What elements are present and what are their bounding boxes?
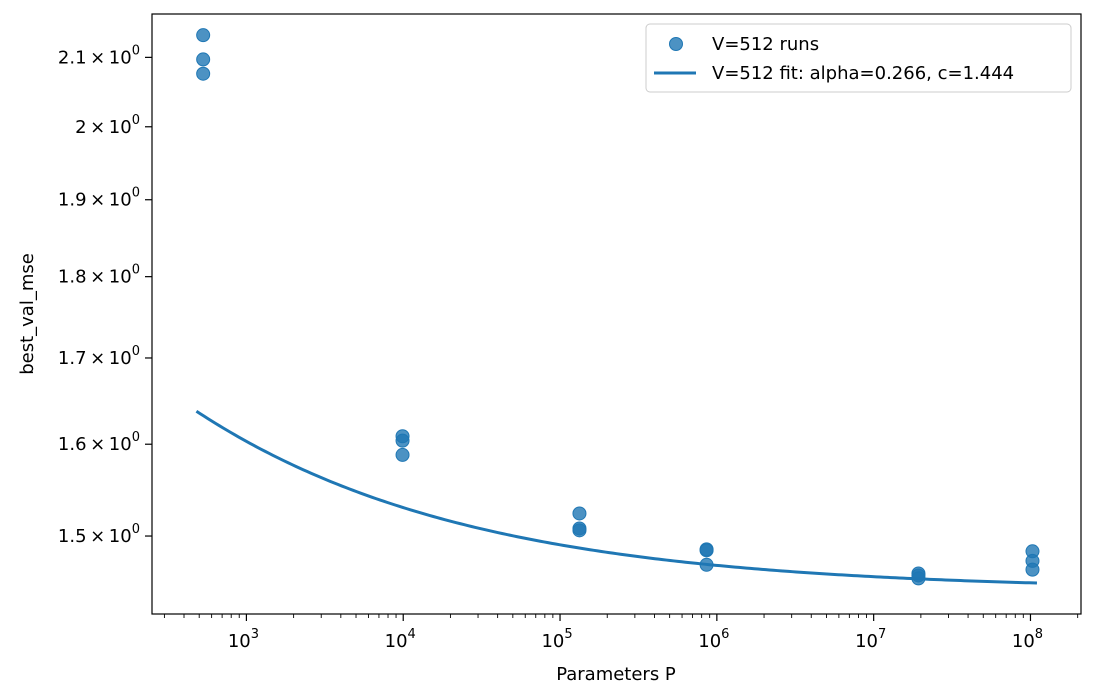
fit-line xyxy=(195,409,1038,585)
scatter-point xyxy=(572,523,587,538)
y-tick-label: 1.7 × 100 xyxy=(58,344,140,369)
scatter-point xyxy=(196,52,211,67)
scatter-point xyxy=(699,543,714,558)
x-axis-label: Parameters P xyxy=(556,664,676,685)
y-tick-label: 2 × 100 xyxy=(75,113,140,138)
scatter-point xyxy=(572,506,587,521)
plot-frame xyxy=(151,13,1082,615)
legend: V=512 runs V=512 fit: alpha=0.266, c=1.4… xyxy=(645,23,1072,93)
y-axis-label: best_val_mse xyxy=(17,253,38,375)
y-axis-ticks: 2.1 × 100 2 × 100 1.9 × 100 1.8 × 100 1.7 × … xyxy=(58,43,152,547)
x-tick-label: 107 xyxy=(855,627,886,652)
scatter-point xyxy=(395,433,410,448)
x-tick-label: 104 xyxy=(385,627,416,652)
x-axis-ticks: 103 104 105 106 107 108 xyxy=(163,614,1079,652)
y-tick-label: 1.8 × 100 xyxy=(58,263,140,288)
legend-box xyxy=(645,23,1072,93)
plot-background xyxy=(152,14,1081,614)
legend-marker-runs xyxy=(669,37,683,51)
y-tick-label: 2.1 × 100 xyxy=(58,43,140,68)
scatter-point xyxy=(196,66,211,81)
x-tick-label: 108 xyxy=(1012,627,1043,652)
y-tick-label: 1.9 × 100 xyxy=(58,186,140,211)
scatter-points-layer xyxy=(196,28,1040,586)
y-tick-label: 1.6 × 100 xyxy=(58,430,140,455)
scatter-point xyxy=(395,447,410,462)
fit-line-layer xyxy=(195,409,1038,585)
x-tick-label: 105 xyxy=(541,627,572,652)
legend-label-fit: V=512 fit: alpha=0.266, c=1.444 xyxy=(712,63,1014,84)
scatter-point xyxy=(911,571,926,586)
legend-label-runs: V=512 runs xyxy=(712,34,819,55)
scatter-point xyxy=(699,557,714,572)
scatter-point xyxy=(1025,562,1040,577)
x-tick-label: 103 xyxy=(228,627,259,652)
y-tick-label: 1.5 × 100 xyxy=(58,522,140,547)
scatter-point xyxy=(196,28,211,43)
x-tick-label: 106 xyxy=(698,627,729,652)
